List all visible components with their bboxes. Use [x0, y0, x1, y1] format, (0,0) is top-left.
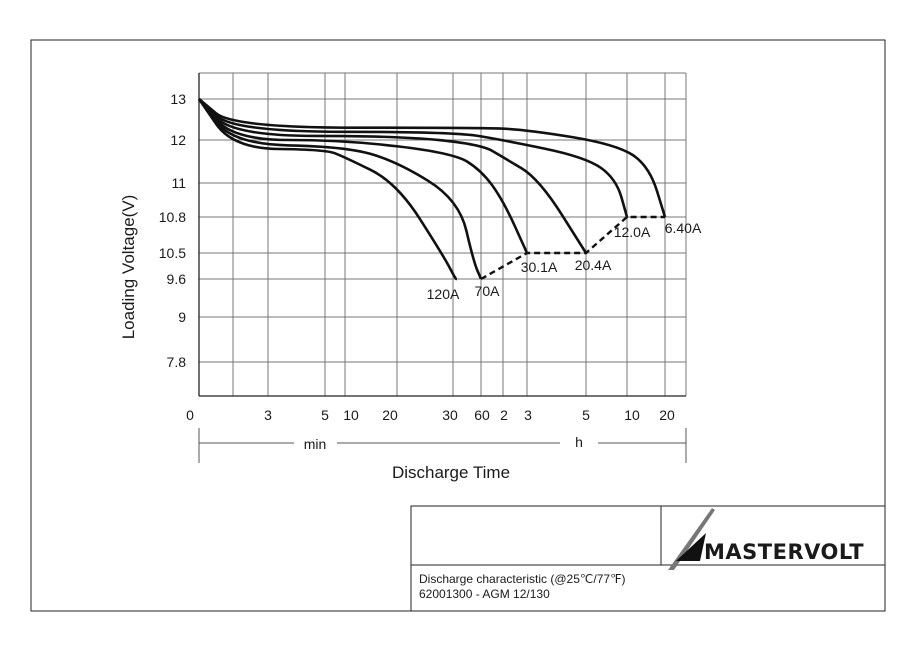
mastervolt-logo: MASTERVOLT	[668, 508, 864, 570]
x-tick-label: 0	[186, 407, 194, 423]
y-tick-label: 12	[170, 132, 186, 148]
series-label-6.40A: 6.40A	[665, 220, 702, 236]
caption-line-1: Discharge characteristic (@25℃/77℉)	[419, 572, 625, 586]
y-tick-label: 13	[170, 91, 186, 107]
end-of-discharge-line	[480, 215, 665, 281]
series-labels: 120A 70A 30.1A 20.4A 12.0A 6.40A	[427, 220, 702, 302]
logo-wedge-icon	[676, 533, 706, 561]
series-line-12.0A	[198, 98, 629, 219]
y-tick-label: 11	[171, 175, 186, 191]
y-axis-title: Loading Voltage(V)	[119, 195, 138, 340]
x-tick-label: 3	[264, 407, 272, 423]
x-tick-label: 20	[382, 407, 398, 423]
x-tick-label: 60	[474, 407, 490, 423]
x-tick-label: 3	[524, 407, 532, 423]
chart-series	[197, 98, 667, 281]
series-label-70A: 70A	[475, 283, 501, 299]
y-tick-label: 9	[178, 309, 186, 325]
y-tick-label: 10.8	[159, 209, 186, 225]
series-label-12.0A: 12.0A	[614, 224, 651, 240]
chart-axes	[198, 73, 686, 397]
series-label-20.4A: 20.4A	[575, 257, 612, 273]
series-line-20.4A	[198, 98, 588, 255]
x-tick-label: 10	[624, 407, 640, 423]
time-unit-bracket: min h	[198, 428, 687, 463]
x-tick-label: 20	[659, 407, 675, 423]
x-tick-label: 5	[582, 407, 590, 423]
hours-unit-label: h	[575, 434, 583, 450]
y-tick-label: 9.6	[167, 271, 187, 287]
x-tick-label: 30	[442, 407, 458, 423]
series-line-120A	[197, 98, 458, 281]
brand-name: MASTERVOLT	[704, 540, 864, 564]
y-tick-labels: 13 12 11 10.8 10.5 9.6 9 7.8	[159, 91, 186, 370]
series-line-6.40A	[198, 98, 667, 218]
series-line-30.1A	[197, 98, 529, 254]
end-of-discharge-dashed	[480, 215, 665, 281]
series-line-70A	[197, 98, 483, 280]
logo-slash-icon	[668, 508, 715, 570]
title-block: MASTERVOLT Discharge characteristic (@25…	[410, 505, 886, 612]
y-tick-label: 7.8	[167, 354, 187, 370]
x-tick-labels: 0 3 5 10 20 30 60 2 3 5 10 20	[186, 407, 675, 423]
series-label-120A: 120A	[427, 286, 460, 302]
x-axis-title: Discharge Time	[392, 463, 510, 482]
series-label-30.1A: 30.1A	[521, 259, 558, 275]
minutes-unit-label: min	[304, 436, 327, 452]
x-tick-label: 2	[500, 407, 508, 423]
y-tick-label: 10.5	[159, 245, 186, 261]
x-tick-label: 5	[321, 407, 329, 423]
x-tick-label: 10	[343, 407, 359, 423]
caption-line-2: 62001300 - AGM 12/130	[419, 587, 550, 601]
